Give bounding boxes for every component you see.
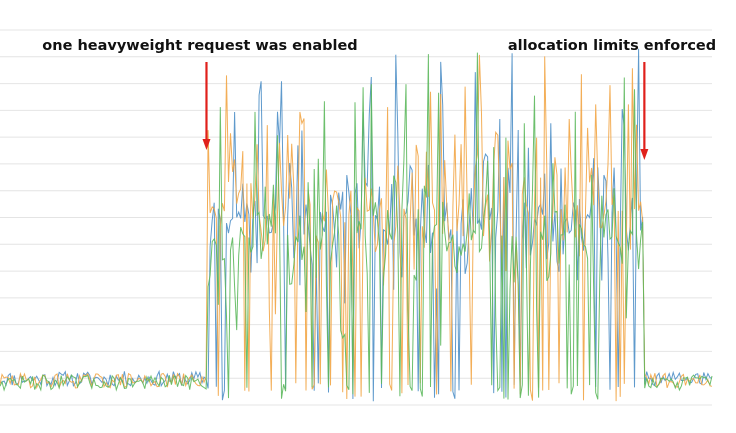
annotation-label-heavyweight: one heavyweight request was enabled xyxy=(42,38,357,54)
series-line-2 xyxy=(0,52,713,400)
annotation-arrow-1 xyxy=(640,62,649,160)
annotations: one heavyweight request was enabled allo… xyxy=(42,38,716,160)
series-lines xyxy=(0,48,713,402)
series-line-1 xyxy=(0,54,713,402)
annotation-label-limits: allocation limits enforced xyxy=(508,38,716,54)
annotation-arrow-0 xyxy=(202,62,211,150)
